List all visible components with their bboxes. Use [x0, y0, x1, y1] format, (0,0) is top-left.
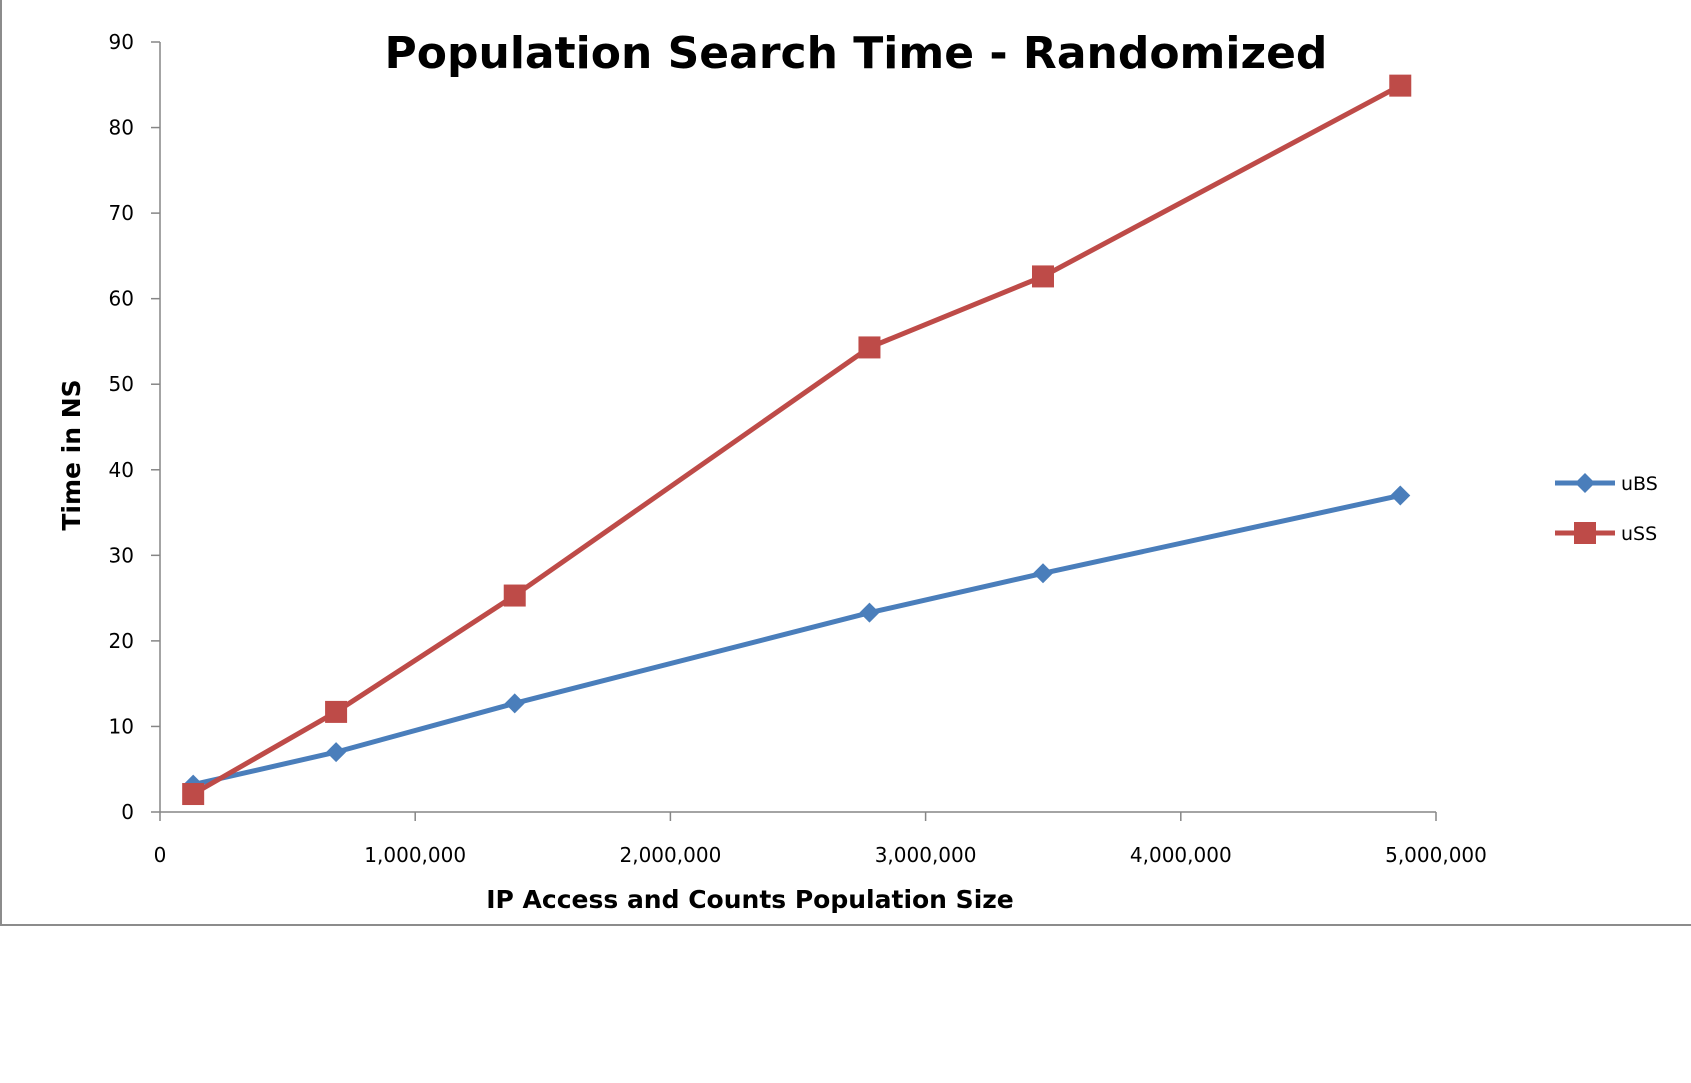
x-tick-label: 3,000,000 [875, 843, 977, 867]
y-axis-title: Time in NS [57, 379, 86, 530]
legend-label: uBS [1621, 473, 1658, 495]
y-axis: 0 10 20 30 40 50 60 70 80 90 [109, 30, 161, 824]
y-tick-label: 70 [109, 201, 134, 225]
legend-item-uBS: uBS [1555, 473, 1658, 495]
x-tick-label: 0 [154, 843, 167, 867]
chart-border [0, 0, 1691, 926]
legend-marker [1574, 522, 1596, 544]
data-point-uSS [858, 336, 881, 359]
y-tick-label: 10 [109, 714, 134, 738]
y-tick-label: 80 [109, 116, 134, 140]
x-tick-label: 5,000,000 [1385, 843, 1487, 867]
x-axis-title: IP Access and Counts Population Size [486, 885, 1014, 914]
legend: uBS uSS [1555, 473, 1658, 545]
data-point-uBS [326, 742, 347, 763]
x-tick-label: 2,000,000 [620, 843, 722, 867]
x-tick-label: 4,000,000 [1130, 843, 1232, 867]
y-tick-label: 0 [121, 800, 134, 824]
data-point-uSS [1031, 265, 1054, 288]
data-point-uSS [1389, 74, 1412, 97]
series-line-uSS [191, 83, 1402, 797]
series-uSS [182, 74, 1412, 806]
data-point-uSS [182, 783, 205, 806]
series-line-uBS [192, 492, 1401, 788]
data-point-uBS [859, 602, 880, 623]
chart-title: Population Search Time - Randomized [385, 28, 1328, 79]
data-point-uBS [504, 693, 525, 714]
data-point-uBS [1390, 485, 1411, 506]
y-tick-label: 60 [109, 287, 134, 311]
data-point-uSS [325, 700, 348, 723]
y-tick-label: 40 [109, 458, 134, 482]
y-tick-label: 30 [109, 543, 134, 567]
x-tick-label: 1,000,000 [364, 843, 466, 867]
series-uBS [183, 485, 1411, 795]
legend-marker [1575, 473, 1595, 493]
legend-item-uSS: uSS [1555, 522, 1657, 545]
legend-label: uSS [1621, 523, 1657, 545]
y-tick-label: 50 [109, 372, 134, 396]
data-point-uBS [1032, 563, 1053, 584]
plot-series [182, 74, 1412, 806]
y-tick-label: 20 [109, 629, 134, 653]
y-tick-label: 90 [109, 30, 134, 54]
data-point-uSS [503, 584, 526, 607]
x-axis: 0 1,000,000 2,000,000 3,000,000 4,000,000 5,0… [154, 811, 1487, 867]
